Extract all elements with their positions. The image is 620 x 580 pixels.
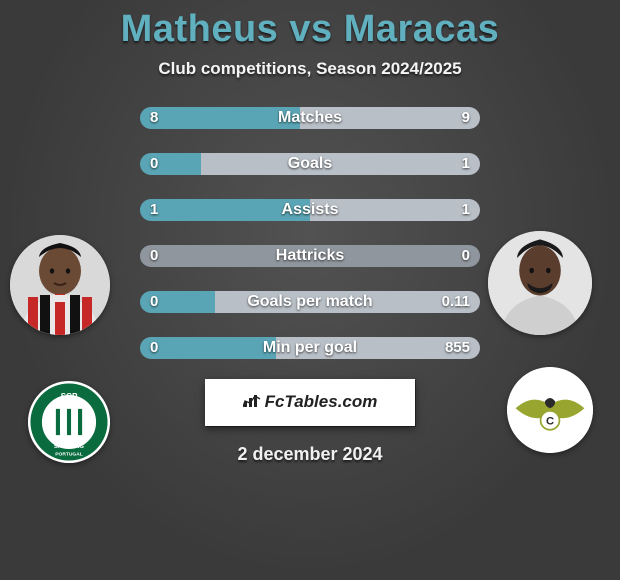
stat-row: 00.11Goals per match (140, 291, 480, 313)
stat-bar-right (300, 107, 480, 129)
stat-row: 11Assists (140, 199, 480, 221)
stats-area: SCP SPORTING PORTUGAL C 89Matches01Goals… (0, 107, 620, 359)
attribution-text: FcTables.com (265, 392, 378, 411)
stat-row: 89Matches (140, 107, 480, 129)
stat-bar-left (140, 337, 276, 359)
stat-bar-left (140, 245, 310, 267)
player1-avatar (10, 235, 110, 335)
stat-bar-right (276, 337, 480, 359)
attribution-box: FcTables.com (205, 379, 415, 426)
stat-bar-right (310, 245, 480, 267)
stat-bar-right (201, 153, 480, 175)
stat-bar-right (215, 291, 480, 313)
stat-row: 0855Min per goal (140, 337, 480, 359)
stat-bar-left (140, 153, 201, 175)
stat-bar-left (140, 199, 310, 221)
comparison-title: Matheus vs Maracas (0, 8, 620, 51)
stat-bar-right (310, 199, 480, 221)
stat-row: 00Hattricks (140, 245, 480, 267)
player2-avatar (488, 231, 592, 335)
svg-text:C: C (546, 416, 554, 428)
stat-bar-left (140, 291, 215, 313)
stat-bars: 89Matches 01Goals 11Assists 00Hattricks 00.1… (140, 107, 480, 359)
club2-crest: C (507, 367, 593, 453)
comparison-subtitle: Club competitions, Season 2024/2025 (0, 59, 620, 79)
stat-row: 01Goals (140, 153, 480, 175)
club1-crest: SCP SPORTING PORTUGAL (28, 381, 110, 463)
svg-text:SPORTING: SPORTING (54, 444, 84, 450)
stat-bar-left (140, 107, 300, 129)
chart-icon (243, 393, 261, 413)
svg-text:SCP: SCP (61, 392, 78, 401)
svg-text:PORTUGAL: PORTUGAL (55, 452, 83, 458)
